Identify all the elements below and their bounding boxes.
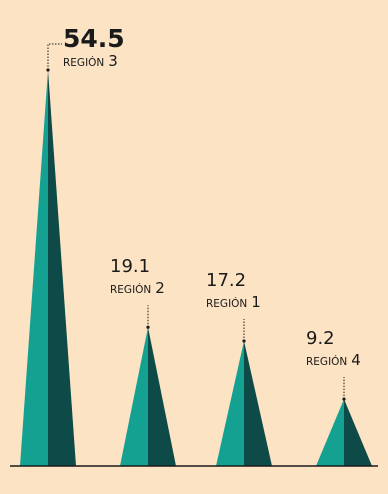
value-label-4: 9.2 — [306, 328, 335, 349]
spike-2-tip-dot — [146, 325, 150, 329]
region-label-4: REGIÓN 4 — [306, 351, 361, 369]
region-word-1: REGIÓN — [63, 56, 104, 69]
region-word-4: REGIÓN — [306, 355, 347, 368]
region-word-3: REGIÓN — [206, 297, 247, 310]
spike-3-tip-dot — [242, 339, 246, 343]
region-number-2: 2 — [155, 279, 165, 297]
spike-1-tip-dot — [46, 68, 50, 72]
region-number-4: 4 — [351, 351, 361, 369]
value-label-3: 17.2 — [206, 270, 246, 291]
spike-2-dark-face — [148, 327, 176, 466]
region-number-3: 1 — [251, 293, 261, 311]
spike-4-dark-face — [344, 399, 372, 466]
spike-3-light-face — [216, 341, 244, 466]
value-label-2: 19.1 — [110, 256, 150, 277]
leader-line-1 — [47, 43, 62, 70]
region-label-3: REGIÓN 1 — [206, 293, 261, 311]
spike-3-dark-face — [244, 341, 272, 466]
region-word-2: REGIÓN — [110, 283, 151, 296]
region-label-2: REGIÓN 2 — [110, 279, 165, 297]
spike-4-tip-dot — [342, 397, 346, 401]
spike-1-dark-face — [48, 70, 76, 466]
labels-group: 54.5 REGIÓN 3 19.1 REGIÓN 2 17.2 REGIÓN 1 9.2 REGI… — [63, 24, 361, 369]
leader-lines-group — [46, 43, 346, 401]
region-label-1: REGIÓN 3 — [63, 52, 118, 70]
spike-4-light-face — [316, 399, 344, 466]
spike-1-light-face — [20, 70, 48, 466]
value-label-1: 54.5 — [63, 24, 125, 53]
spike-2-light-face — [120, 327, 148, 466]
spikes-group — [20, 70, 372, 466]
region-number-1: 3 — [108, 52, 118, 70]
